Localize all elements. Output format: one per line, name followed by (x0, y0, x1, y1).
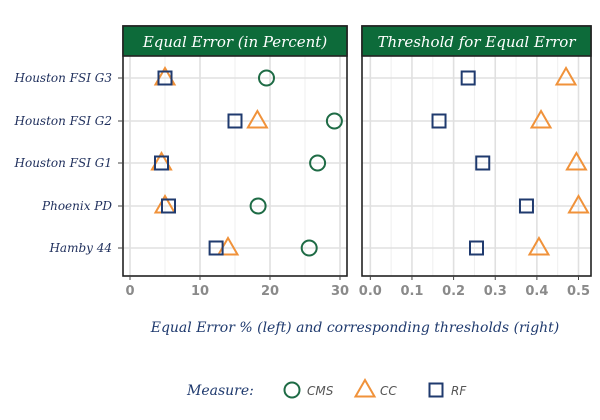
marker-rf-3 (475, 155, 491, 171)
marker-cc-5 (527, 235, 551, 256)
panel-title: Threshold for Equal Error (377, 33, 576, 51)
marker-rf-1 (460, 70, 476, 86)
category-label: Houston FSI G3 (14, 71, 113, 85)
marker-cms-3 (309, 154, 327, 172)
legend-key-rf (428, 382, 444, 398)
x-tick-label: 0.0 (359, 284, 382, 299)
marker-rf-1 (157, 70, 173, 86)
marker-cc-2 (246, 108, 269, 129)
legend-label-cc: CC (380, 384, 397, 398)
marker-rf-4 (518, 198, 534, 214)
x-tick-label: 10 (191, 284, 209, 299)
category-label: Phoenix PD (41, 199, 112, 213)
category-label: Hamby 44 (48, 241, 112, 255)
x-tick-label: 20 (261, 284, 279, 299)
marker-cms-2 (325, 112, 343, 130)
category-label: Houston FSI G1 (14, 156, 113, 170)
legend-title: Measure: (186, 383, 254, 399)
marker-rf-4 (161, 198, 176, 214)
marker-rf-3 (154, 155, 169, 171)
marker-cc-4 (567, 193, 590, 214)
legend-label-rf: RF (451, 384, 467, 398)
x-tick-label: 0.4 (525, 284, 548, 299)
x-tick-label: 0.2 (442, 284, 465, 299)
panel-strip (122, 25, 348, 57)
marker-cms-4 (249, 197, 267, 215)
panel-1: Equal Error (in Percent) 0 10 20 30 (122, 25, 349, 299)
legend-key-cc (353, 377, 377, 398)
legend: Measure: CMS CC RF (186, 377, 467, 399)
category-labels: Houston FSI G3 Houston FSI G2 Houston FSI … (14, 71, 123, 255)
x-tick-label: 0.5 (567, 284, 590, 299)
panel-strip (361, 25, 592, 57)
category-label: Houston FSI G2 (14, 114, 113, 128)
legend-label-cms: CMS (307, 384, 334, 398)
panels-layer: Equal Error (in Percent) 0 10 20 30 Threshold… (122, 25, 592, 299)
x-tick-label: 0 (125, 284, 134, 299)
legend-key-cms (283, 381, 301, 399)
marker-rf-2 (227, 113, 243, 129)
marker-cc-3 (565, 150, 588, 171)
x-tick-label: 0.3 (484, 284, 507, 299)
marker-rf-5 (208, 240, 224, 256)
marker-rf-5 (469, 240, 484, 256)
panel-2: Threshold for Equal Error 0.0 0.1 0.2 0.3 0.4… (359, 25, 592, 299)
marker-cc-1 (554, 65, 578, 86)
marker-cc-2 (529, 108, 553, 129)
x-axis-title: Equal Error % (left) and corresponding t… (150, 320, 560, 336)
marker-cms-1 (258, 69, 275, 87)
x-tick-label: 0.1 (400, 284, 423, 299)
marker-cms-5 (300, 239, 318, 257)
marker-rf-2 (431, 113, 447, 129)
panel-title: Equal Error (in Percent) (142, 33, 327, 51)
x-tick-label: 30 (331, 284, 349, 299)
